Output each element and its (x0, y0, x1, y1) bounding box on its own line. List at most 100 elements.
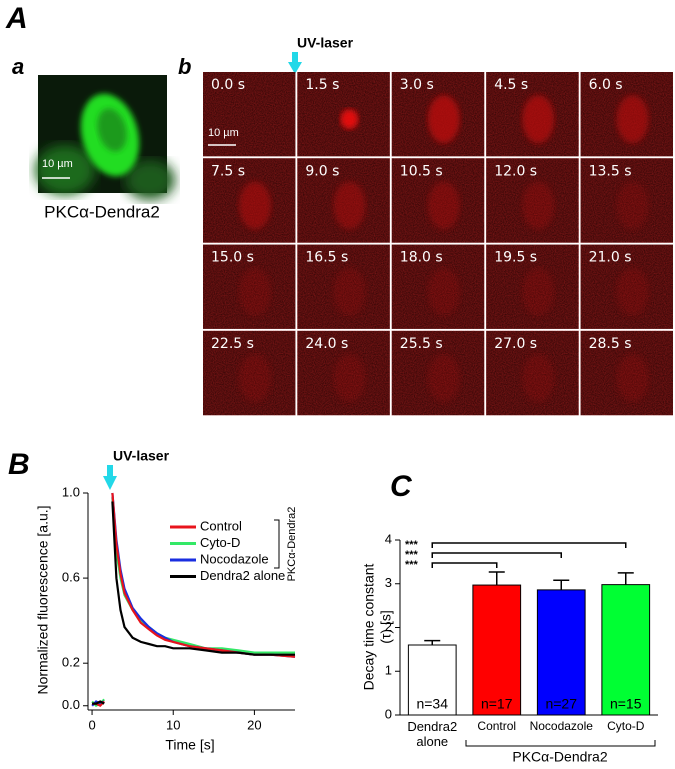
frame-time: 19.5 s (494, 250, 537, 266)
frame-time: 10.5 s (400, 163, 443, 179)
image-grid: 0.0 s 1.5 s 3.0 s 4.5 s 6.0 s 7.5 s 9.0 s 10.5 … (203, 72, 673, 416)
scale-bar-label: 10 µm (208, 127, 239, 139)
cell (616, 267, 649, 316)
panel-label: C (390, 470, 413, 503)
y-tick-label: 0.2 (62, 655, 80, 670)
frame-time: 15.0 s (211, 250, 254, 266)
y-axis-label: Decay time constant (361, 563, 377, 690)
y-tick-label: 0.0 (62, 697, 80, 712)
x-tick-label: Cyto-D (607, 719, 645, 733)
cell (616, 95, 649, 144)
y-tick-label: 1 (385, 663, 392, 678)
significance-bracket (431, 562, 498, 568)
y-tick-label: 1.0 (62, 484, 80, 499)
arrow (288, 52, 302, 74)
legend-bracket (274, 519, 280, 569)
frame-time: 6.0 s (589, 77, 623, 93)
x-axis-label: Time [s] (165, 737, 214, 753)
significance: *** (405, 549, 419, 561)
cell (522, 95, 555, 144)
frame-time: 16.5 s (305, 250, 348, 266)
frame-time: 13.5 s (589, 163, 632, 179)
frame-time: 27.0 s (494, 336, 537, 352)
n-label: n=15 (610, 696, 642, 712)
frame-time: 21.0 s (589, 250, 632, 266)
x-tick-label: 0 (88, 717, 95, 732)
legend-label: Cyto-D (200, 535, 240, 550)
y-tick-label: 4 (385, 531, 392, 546)
legend-label: Nocodazole (200, 551, 269, 566)
y-axis-label: (τ) [s] (378, 610, 394, 644)
cell (522, 181, 555, 230)
panel-label: b (178, 54, 191, 79)
x-tick-label: Control (477, 719, 517, 733)
annotation: UV-laser (113, 448, 170, 464)
x-tick-label: 10 (166, 717, 180, 732)
x-tick-label: Dendra2 alone (407, 719, 458, 749)
cell (522, 267, 555, 316)
frame-time: 3.0 s (400, 77, 434, 93)
n-label: n=34 (416, 696, 448, 712)
cell (340, 109, 359, 130)
panel-label: A (5, 2, 28, 35)
cell (522, 354, 555, 403)
panel-label: a (12, 54, 24, 79)
frame-time: 18.0 s (400, 250, 443, 266)
group-label: PKCα-Dendra2 (512, 749, 607, 765)
green-image (35, 75, 175, 200)
legend-label: Dendra2 alone (200, 568, 285, 583)
data-line (92, 492, 296, 708)
bar (407, 644, 457, 716)
frame-time: 12.0 s (494, 163, 537, 179)
legend-label: Control (200, 518, 242, 533)
n-label: n=27 (545, 696, 577, 712)
cell (427, 181, 460, 230)
x-tick-label: Nocodazole (529, 719, 593, 733)
cell (333, 181, 366, 230)
group-bracket (465, 740, 656, 747)
y-axis-label: Normalized fluorescence [a.u.] (35, 505, 51, 694)
arrow (103, 465, 117, 490)
y-tick-label: 3 (385, 575, 392, 590)
y-tick-label: 0 (385, 706, 392, 721)
frame-time: 28.5 s (589, 336, 632, 352)
annotation: UV-laser (297, 35, 354, 51)
cell (616, 354, 649, 403)
panel-label: B (8, 448, 30, 481)
cell (427, 267, 460, 316)
frame-time: 7.5 s (211, 163, 245, 179)
cell (239, 267, 271, 316)
frame-time: 1.5 s (305, 77, 339, 93)
bar (472, 584, 522, 716)
significance-bracket (431, 552, 562, 558)
frame-time: 0.0 s (211, 77, 245, 93)
significance: *** (405, 539, 419, 551)
x-tick-label: 20 (247, 717, 261, 732)
cell (427, 354, 460, 403)
cell (239, 354, 271, 403)
legend-group-label: PKCα-Dendra2 (286, 507, 298, 582)
significance: *** (405, 559, 419, 571)
frame-time: 4.5 s (494, 77, 528, 93)
cell (333, 354, 366, 403)
cell (239, 181, 271, 230)
data-line (91, 497, 295, 708)
significance-bracket (431, 542, 627, 548)
y-tick-label: 2 (385, 619, 392, 634)
bar (601, 584, 651, 716)
cell (333, 267, 366, 316)
cell (616, 181, 649, 230)
frame-time: 25.5 s (400, 336, 443, 352)
n-label: n=17 (481, 696, 513, 712)
frame-time: 24.0 s (305, 336, 348, 352)
image-noise (203, 72, 296, 157)
image-caption: PKCα-Dendra2 (44, 202, 160, 221)
data-line (92, 501, 295, 705)
scale-bar-label: 10 µm (42, 158, 73, 170)
frame-time: 22.5 s (211, 336, 254, 352)
cell (427, 95, 460, 144)
data-line (91, 492, 296, 707)
frame-time: 9.0 s (305, 163, 339, 179)
